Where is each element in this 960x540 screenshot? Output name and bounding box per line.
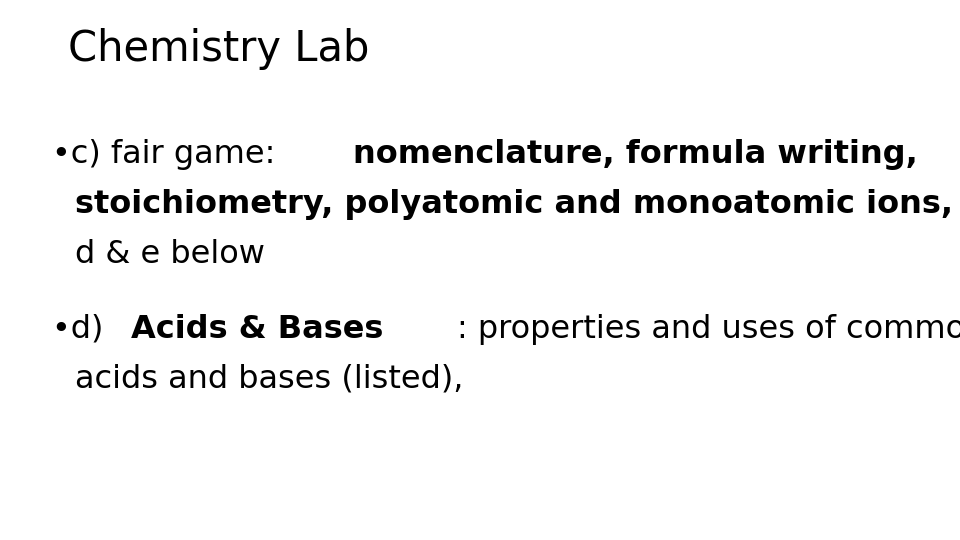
Text: d & e below: d & e below [75, 239, 265, 270]
Text: Chemistry Lab: Chemistry Lab [68, 28, 370, 70]
Text: stoichiometry, polyatomic and monoatomic ions,: stoichiometry, polyatomic and monoatomic… [75, 189, 953, 220]
Text: nomenclature, formula writing,: nomenclature, formula writing, [353, 139, 918, 170]
Text: : properties and uses of common: : properties and uses of common [457, 314, 960, 345]
Text: Acids & Bases: Acids & Bases [132, 314, 384, 345]
Text: acids and bases (listed),: acids and bases (listed), [75, 364, 464, 395]
Text: •c) fair game:: •c) fair game: [52, 139, 285, 170]
Text: •d): •d) [52, 314, 113, 345]
